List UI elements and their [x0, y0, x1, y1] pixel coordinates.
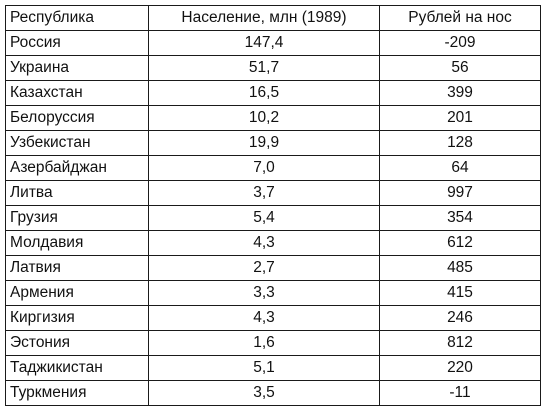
- cell-population: 51,7: [148, 55, 380, 81]
- table-row: Латвия 2,7 485: [5, 255, 541, 281]
- cell-rubles: 997: [379, 180, 541, 206]
- cell-republic: Эстония: [5, 330, 149, 356]
- cell-rubles: 246: [379, 305, 541, 331]
- republics-table: Республика Население, млн (1989) Рублей …: [5, 5, 541, 406]
- cell-rubles: 201: [379, 105, 541, 131]
- header-population: Население, млн (1989): [148, 5, 380, 31]
- cell-republic: Белоруссия: [5, 105, 149, 131]
- table-body: Россия 147,4 -209 Украина 51,7 56 Казахс…: [5, 30, 541, 406]
- cell-population: 10,2: [148, 105, 380, 131]
- cell-republic: Казахстан: [5, 80, 149, 106]
- cell-rubles: 64: [379, 155, 541, 181]
- cell-rubles: 415: [379, 280, 541, 306]
- cell-population: 3,5: [148, 380, 380, 406]
- table-row: Украина 51,7 56: [5, 55, 541, 81]
- cell-population: 4,3: [148, 305, 380, 331]
- table-row: Туркмения 3,5 -11: [5, 380, 541, 406]
- table-row: Грузия 5,4 354: [5, 205, 541, 231]
- table-row: Киргизия 4,3 246: [5, 305, 541, 331]
- cell-republic: Киргизия: [5, 305, 149, 331]
- table-row: Таджикистан 5,1 220: [5, 355, 541, 381]
- table-row: Узбекистан 19,9 128: [5, 130, 541, 156]
- header-rubles-per-capita: Рублей на нос: [379, 5, 541, 31]
- cell-republic: Россия: [5, 30, 149, 56]
- table-row: Белоруссия 10,2 201: [5, 105, 541, 131]
- cell-population: 16,5: [148, 80, 380, 106]
- table-row: Эстония 1,6 812: [5, 330, 541, 356]
- table-row: Россия 147,4 -209: [5, 30, 541, 56]
- cell-population: 5,1: [148, 355, 380, 381]
- table-row: Молдавия 4,3 612: [5, 230, 541, 256]
- cell-republic: Украина: [5, 55, 149, 81]
- cell-population: 147,4: [148, 30, 380, 56]
- cell-population: 3,7: [148, 180, 380, 206]
- cell-population: 1,6: [148, 330, 380, 356]
- cell-population: 2,7: [148, 255, 380, 281]
- cell-rubles: 612: [379, 230, 541, 256]
- cell-republic: Армения: [5, 280, 149, 306]
- cell-rubles: 812: [379, 330, 541, 356]
- republics-table-container: Республика Население, млн (1989) Рублей …: [5, 5, 541, 406]
- cell-republic: Таджикистан: [5, 355, 149, 381]
- cell-rubles: 56: [379, 55, 541, 81]
- table-row: Литва 3,7 997: [5, 180, 541, 206]
- cell-population: 4,3: [148, 230, 380, 256]
- table-row: Азербайджан 7,0 64: [5, 155, 541, 181]
- cell-republic: Грузия: [5, 205, 149, 231]
- cell-rubles: 128: [379, 130, 541, 156]
- cell-rubles: -11: [379, 380, 541, 406]
- cell-rubles: 399: [379, 80, 541, 106]
- header-republic: Республика: [5, 5, 149, 31]
- cell-population: 5,4: [148, 205, 380, 231]
- cell-republic: Азербайджан: [5, 155, 149, 181]
- cell-republic: Литва: [5, 180, 149, 206]
- table-row: Казахстан 16,5 399: [5, 80, 541, 106]
- cell-population: 3,3: [148, 280, 380, 306]
- cell-population: 7,0: [148, 155, 380, 181]
- cell-rubles: -209: [379, 30, 541, 56]
- cell-rubles: 485: [379, 255, 541, 281]
- cell-republic: Латвия: [5, 255, 149, 281]
- cell-rubles: 220: [379, 355, 541, 381]
- cell-population: 19,9: [148, 130, 380, 156]
- cell-rubles: 354: [379, 205, 541, 231]
- cell-republic: Туркмения: [5, 380, 149, 406]
- cell-republic: Молдавия: [5, 230, 149, 256]
- table-row: Армения 3,3 415: [5, 280, 541, 306]
- table-header-row: Республика Население, млн (1989) Рублей …: [5, 5, 541, 31]
- cell-republic: Узбекистан: [5, 130, 149, 156]
